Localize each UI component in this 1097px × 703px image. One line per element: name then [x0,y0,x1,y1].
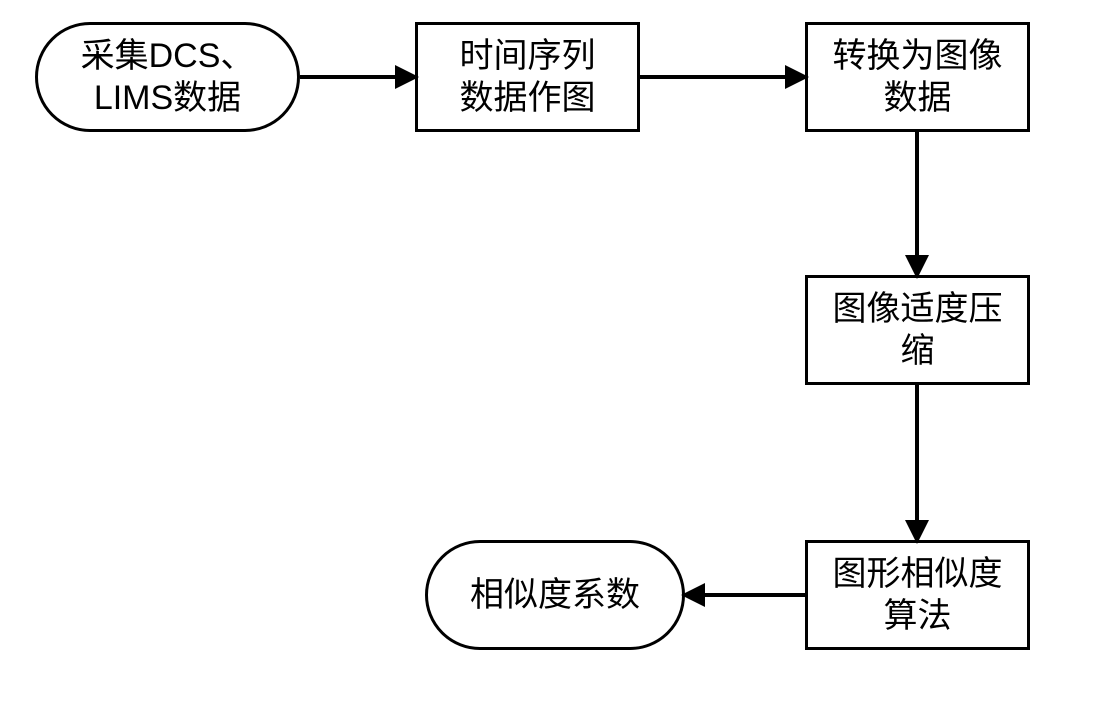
node-input-text: 采集DCS、 LIMS数据 [81,35,255,120]
node-plot: 时间序列 数据作图 [415,22,640,132]
node-compress: 图像适度压 缩 [805,275,1030,385]
node-output-text: 相似度系数 [470,574,640,617]
node-similarity-text: 图形相似度 算法 [833,553,1003,638]
node-similarity: 图形相似度 算法 [805,540,1030,650]
node-input: 采集DCS、 LIMS数据 [35,22,300,132]
node-compress-text: 图像适度压 缩 [833,288,1003,373]
node-convert: 转换为图像 数据 [805,22,1030,132]
node-plot-text: 时间序列 数据作图 [460,35,596,120]
node-convert-text: 转换为图像 数据 [833,35,1003,120]
flowchart-canvas: 采集DCS、 LIMS数据 时间序列 数据作图 转换为图像 数据 图像适度压 缩… [0,0,1097,703]
node-output: 相似度系数 [425,540,685,650]
